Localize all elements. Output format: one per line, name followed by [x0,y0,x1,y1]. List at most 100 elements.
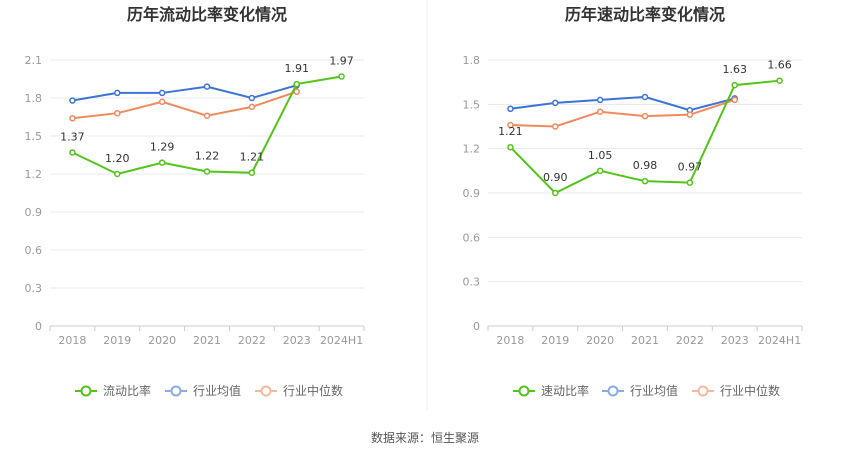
data-point[interactable] [114,89,121,97]
data-label: 1.63 [722,63,747,76]
data-label: 1.21 [240,151,265,164]
legend-marker-icon [80,385,92,397]
legend-item[interactable]: 行业均值 [165,383,241,398]
legend-marker-icon [697,385,709,397]
data-source-note: 数据来源：恒生聚源 [371,430,479,445]
y-tick-label: 0.6 [463,231,481,244]
legend-marker-icon [607,385,619,397]
legend-item[interactable]: 行业中位数 [255,383,343,398]
y-tick-label: 0 [35,320,42,333]
data-label: 0.97 [678,161,703,174]
data-point[interactable] [596,96,604,104]
data-label: 0.90 [543,171,568,184]
series-line [72,90,298,120]
data-label: 0.98 [633,159,658,172]
y-tick-label: 1.2 [463,143,481,156]
data-label: 1.20 [105,152,130,165]
y-tick-label: 0.3 [463,276,481,289]
series-line [510,98,736,128]
data-label: 1.97 [329,54,354,67]
data-point[interactable] [158,89,166,97]
data-point[interactable] [596,108,604,115]
data-point[interactable] [248,103,256,111]
legend-marker-icon [170,385,182,397]
x-tick-label: 2022 [238,334,266,347]
x-tick-label: 2019 [541,334,569,347]
data-point[interactable] [596,167,604,175]
y-tick-label: 1.8 [463,54,481,67]
data-label: 1.29 [150,141,175,154]
series-2 [507,96,738,130]
data-point[interactable] [552,99,559,107]
data-point[interactable] [507,121,514,129]
legend-item[interactable]: 流动比率 [75,383,151,398]
data-point[interactable] [203,168,211,175]
legend-label: 行业中位数 [283,383,343,398]
data-point[interactable] [731,81,738,89]
legend-item[interactable]: 行业中位数 [692,383,780,398]
series-0: 1.21 0.90 1.05 0.98 0.97 1.63 1.66 [498,59,792,197]
data-point[interactable] [158,159,166,166]
x-tick-label: 2018 [496,334,524,347]
legend-label: 行业均值 [630,383,678,398]
quick-ratio-chart: 历年速动比率变化情况 0 0.3 0.6 0.9 1.2 1.5 1.8 2018 2019 202… [463,5,803,398]
data-point[interactable] [641,177,649,185]
data-label: 1.22 [195,149,220,162]
data-point[interactable] [158,98,166,106]
legend-label: 速动比率 [541,383,589,398]
y-tick-label: 0.9 [25,206,43,219]
x-tick-label: 2018 [58,334,86,347]
data-point[interactable] [114,109,121,117]
data-point[interactable] [552,189,559,197]
data-label: 1.37 [60,130,85,143]
data-point[interactable] [69,97,76,104]
data-point[interactable] [641,112,649,120]
data-point[interactable] [776,77,783,84]
y-tick-label: 2.1 [25,54,43,67]
data-point[interactable] [686,179,694,186]
x-tick-label: 2023 [283,334,311,347]
data-point[interactable] [293,88,300,95]
data-point[interactable] [552,123,559,130]
x-tick-label: 2024H1 [758,334,801,347]
y-tick-label: 1.5 [25,130,43,143]
data-point[interactable] [641,93,649,101]
data-label: 1.91 [284,62,309,75]
data-point[interactable] [293,80,300,88]
data-point[interactable] [248,94,256,102]
x-tick-label: 2021 [631,334,659,347]
y-tick-label: 0.3 [25,282,43,295]
data-point[interactable] [507,105,514,113]
x-tick-label: 2022 [676,334,704,347]
legend-label: 流动比率 [103,383,151,398]
legend-item[interactable]: 行业均值 [602,383,678,398]
x-tick-label: 2024H1 [320,334,363,347]
data-point[interactable] [69,149,76,156]
x-tick-label: 2021 [193,334,221,347]
legend-marker-icon [260,385,272,397]
data-point[interactable] [69,115,76,122]
chart-title: 历年流动比率变化情况 [127,5,287,24]
chart-title: 历年速动比率变化情况 [565,5,725,24]
data-point[interactable] [731,96,738,104]
data-point[interactable] [114,170,121,178]
y-tick-label: 1.5 [463,98,481,111]
data-point[interactable] [507,143,514,151]
legend-item[interactable]: 速动比率 [513,383,589,398]
x-tick-label: 2020 [148,334,176,347]
x-tick-label: 2023 [721,334,749,347]
data-label: 1.66 [767,59,792,72]
data-label: 1.21 [498,125,523,138]
series-1 [69,82,300,104]
data-point[interactable] [203,83,211,90]
data-point[interactable] [338,73,345,80]
y-tick-label: 1.2 [25,168,43,181]
data-point[interactable] [203,112,211,119]
y-tick-label: 0 [473,320,480,333]
y-tick-label: 1.8 [25,92,43,105]
data-point[interactable] [686,111,694,118]
data-point[interactable] [248,169,256,176]
series-line [510,95,735,112]
legend-label: 行业中位数 [720,383,780,398]
